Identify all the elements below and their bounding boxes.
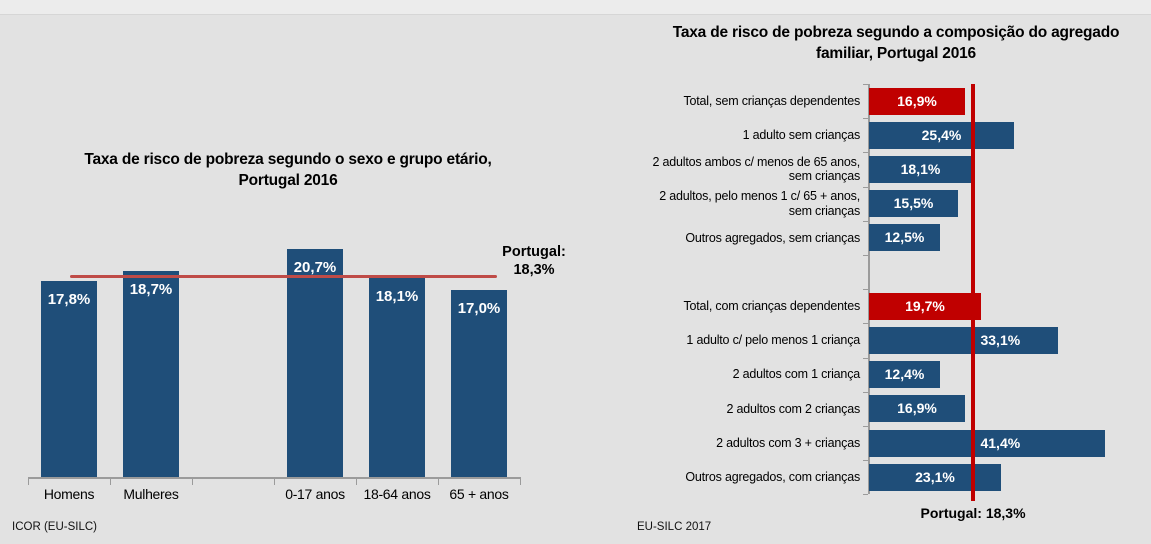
x-axis-label-2: Mulheres xyxy=(123,486,179,502)
x-axis-tick xyxy=(110,477,111,485)
bar-2 xyxy=(123,271,179,477)
bar-value-label-2: 18,7% xyxy=(129,281,173,298)
left-chart-title: Taxa de risco de pobreza segundo o sexo … xyxy=(84,151,492,189)
bar-value-label-3: 20,7% xyxy=(293,259,337,276)
bar-5 xyxy=(869,224,940,252)
bar-3 xyxy=(869,156,972,183)
y-axis-tick xyxy=(863,391,868,393)
category-label-6: Total, com crianças dependentes xyxy=(683,299,860,314)
y-axis-tick xyxy=(863,84,868,85)
y-axis-tick xyxy=(863,152,868,154)
category-label-10: 2 adultos com 3 + crianças xyxy=(716,435,860,450)
category-label-8: 2 adultos com 1 criança xyxy=(732,367,861,382)
bar-1 xyxy=(869,87,965,115)
bar-value-label-4: 18,1% xyxy=(375,288,419,305)
y-axis-tick xyxy=(863,494,868,496)
bar-7 xyxy=(869,327,1058,354)
bar-value-label-11: 23,1% xyxy=(915,468,955,485)
bar-value-label-1: 16,9% xyxy=(897,92,937,109)
category-label-1: Total, sem crianças dependentes xyxy=(683,93,860,108)
right-chart-source: EU-SILC 2017 xyxy=(637,521,712,533)
y-axis-tick xyxy=(863,255,868,256)
bar-value-label-4: 15,5% xyxy=(893,195,934,212)
category-label-11: Outros agregados, com crianças xyxy=(685,470,860,485)
category-label-2: 1 adulto sem crianças xyxy=(742,128,861,143)
x-axis-label-4: 18-64 anos xyxy=(363,486,431,502)
category-label-4: 2 adultos, pelo menos 1 c/ 65 + anos, se… xyxy=(659,189,860,218)
right-reference-annotation: Portugal: 18,3% xyxy=(920,505,1026,521)
right-chart-plot: Total, sem crianças dependentes 16,9% 1 ad… xyxy=(576,0,1151,544)
bar-value-label-5: 17,0% xyxy=(457,300,501,317)
bar-value-label-2: 25,4% xyxy=(921,126,962,143)
right-chart-title: Taxa de risco de pobreza segundo a compo… xyxy=(672,24,1120,62)
bar-10 xyxy=(869,429,1105,457)
y-axis-tick xyxy=(863,186,868,188)
y-axis-tick xyxy=(863,118,868,120)
bar-1 xyxy=(41,281,97,477)
left-chart-plot: 17,8% Homens 18,7% Mulheres 20,7% 0-17 anos 18… xyxy=(28,249,521,502)
reference-line xyxy=(971,84,976,501)
category-label-5: Outros agregados, sem crianças xyxy=(685,230,860,245)
bar-value-label-8: 12,4% xyxy=(884,366,925,383)
left-chart-panel: Taxa de risco de pobreza segundo o sexo … xyxy=(12,151,566,533)
y-axis-tick xyxy=(863,426,868,427)
x-axis-tick xyxy=(356,477,357,485)
bar-5 xyxy=(451,290,507,477)
category-label-9: 2 adultos com 2 crianças xyxy=(726,401,861,416)
bar-2 xyxy=(869,121,1014,149)
x-axis-tick xyxy=(438,477,439,485)
left-reference-annotation: Portugal: 18,3% xyxy=(502,244,566,278)
category-label-7: 1 adulto c/ pelo menos 1 criança xyxy=(686,333,860,348)
bar-4 xyxy=(369,278,425,477)
y-axis-tick xyxy=(863,289,868,291)
bar-value-label-5: 12,5% xyxy=(884,229,925,246)
y-axis-tick xyxy=(863,220,868,222)
x-axis-label-5: 65 + anos xyxy=(449,486,509,502)
bar-9 xyxy=(869,395,965,423)
x-axis-label-1: Homens xyxy=(43,486,95,502)
right-chart-panel: Taxa de risco de pobreza segundo a compo… xyxy=(576,0,1151,544)
x-axis-tick xyxy=(192,477,193,485)
bar-value-label-3: 18,1% xyxy=(900,161,941,177)
left-chart-source: ICOR (EU-SILC) xyxy=(12,521,97,533)
bar-value-label-9: 16,9% xyxy=(897,400,937,417)
y-axis-line xyxy=(868,84,870,495)
category-label-3: 2 adultos ambos c/ menos de 65 anos, sem… xyxy=(652,154,860,184)
bar-value-label-1: 17,8% xyxy=(47,291,91,308)
bar-8 xyxy=(869,361,940,389)
y-axis-tick xyxy=(863,460,868,462)
y-axis-tick xyxy=(863,323,868,325)
bar-4 xyxy=(869,190,958,218)
x-axis-tick xyxy=(274,477,275,485)
bar-value-label-7: 33,1% xyxy=(980,332,1021,348)
y-axis-tick xyxy=(863,357,868,359)
bar-11 xyxy=(869,463,1001,491)
x-axis-tick xyxy=(520,477,521,485)
window-top-strip xyxy=(0,0,1151,15)
reference-line xyxy=(70,274,497,278)
x-axis-tick xyxy=(28,477,29,485)
bar-3 xyxy=(287,249,343,477)
x-axis-label-3: 0-17 anos xyxy=(285,486,345,502)
bar-value-label-6: 19,7% xyxy=(905,297,945,314)
bar-6 xyxy=(869,292,981,320)
bar-value-label-10: 41,4% xyxy=(980,434,1021,451)
